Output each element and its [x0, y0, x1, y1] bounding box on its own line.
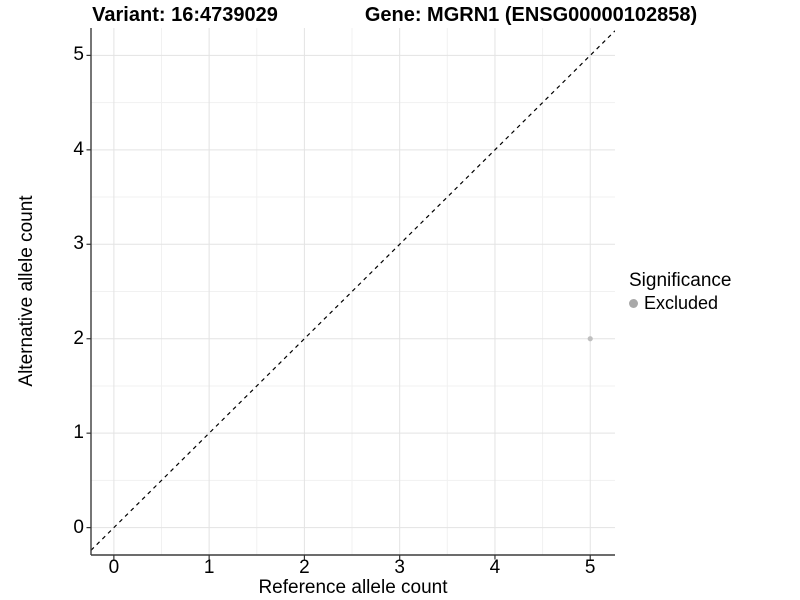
x-tick-label: 0	[108, 557, 120, 578]
plot-title-variant: Variant: 16:4739029	[92, 4, 278, 26]
x-tick-label: 4	[489, 557, 501, 578]
y-tick-label: 5	[73, 44, 84, 66]
y-tick-label: 1	[73, 422, 84, 444]
legend: Significance Excluded	[629, 270, 731, 314]
legend-point-icon	[629, 299, 638, 308]
y-tick-label: 4	[73, 138, 84, 160]
x-axis-title: Reference allele count	[258, 577, 448, 598]
x-tick-label: 2	[299, 557, 310, 578]
plot-title-gene: Gene: MGRN1 (ENSG00000102858)	[364, 4, 698, 26]
y-tick-label: 2	[73, 327, 84, 349]
y-tick-label: 3	[73, 233, 84, 255]
legend-item-label: Excluded	[644, 293, 719, 313]
x-tick-label: 5	[584, 557, 596, 578]
legend-item-excluded: Excluded	[629, 293, 731, 314]
x-tick-label: 3	[394, 557, 405, 578]
y-axis-title: Alternative allele count	[16, 195, 37, 387]
x-tick-label: 1	[203, 557, 215, 578]
y-tick-label: 0	[73, 516, 84, 538]
identity-reference-line	[91, 30, 615, 551]
data-point	[587, 336, 593, 342]
legend-title: Significance	[629, 270, 732, 291]
